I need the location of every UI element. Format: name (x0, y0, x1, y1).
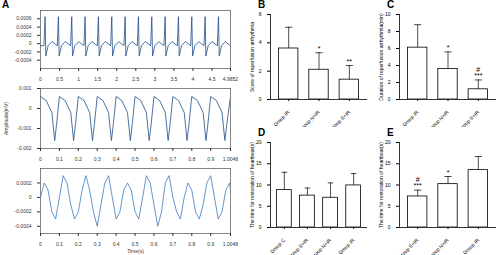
svg-text:1.0048: 1.0048 (223, 241, 239, 247)
svg-text:0.0002: 0.0002 (16, 180, 32, 186)
svg-text:0.8: 0.8 (188, 241, 195, 247)
svg-text:Duration of reperfusion arrhyt: Duration of reperfusion arrhythmia(min) (378, 13, 384, 101)
svg-text:0.4: 0.4 (113, 241, 120, 247)
svg-text:Time(s): Time(s) (127, 248, 144, 254)
svg-text:-0.0004: -0.0004 (15, 223, 32, 229)
svg-text:0.2: 0.2 (75, 241, 82, 247)
svg-text:#***: #*** (474, 66, 482, 79)
svg-text:0: 0 (259, 96, 262, 102)
svg-text:-0.0002: -0.0002 (15, 49, 32, 55)
svg-text:Group S+IR: Group S+IR (286, 237, 309, 255)
svg-text:Group IR: Group IR (401, 109, 420, 127)
svg-text:15: 15 (256, 160, 262, 166)
svg-text:Group N+IR: Group N+IR (298, 109, 321, 127)
svg-text:0.0004: 0.0004 (16, 24, 32, 30)
svg-text:5: 5 (259, 203, 262, 209)
svg-text:15: 15 (385, 160, 391, 166)
svg-text:Group N+IR: Group N+IR (427, 237, 450, 255)
svg-text:*: * (318, 45, 321, 52)
svg-text:0: 0 (259, 224, 262, 230)
svg-text:4: 4 (259, 39, 262, 45)
svg-text:Group S+IR: Group S+IR (328, 109, 351, 127)
html-text:A: A (2, 0, 10, 10)
svg-text:Group IR: Group IR (337, 237, 356, 255)
svg-text:8: 8 (388, 28, 391, 34)
svg-text:10: 10 (385, 182, 391, 188)
svg-text:10: 10 (256, 182, 262, 188)
svg-text:0: 0 (29, 40, 32, 46)
svg-text:-0.002: -0.002 (17, 145, 31, 151)
html-text:E: E (387, 127, 394, 138)
svg-text:Group S+IR: Group S+IR (457, 109, 480, 127)
svg-text:0.7: 0.7 (169, 241, 176, 247)
svg-text:20: 20 (256, 139, 262, 145)
svg-text:5: 5 (388, 203, 391, 209)
svg-text:Group IR: Group IR (272, 109, 291, 127)
svg-text:0: 0 (29, 105, 32, 111)
svg-text:*: * (447, 44, 450, 51)
svg-text:-0.0002: -0.0002 (15, 208, 32, 214)
svg-text:Group IR: Group IR (462, 237, 481, 255)
svg-text:0: 0 (39, 241, 42, 247)
html-text:B: B (258, 0, 266, 10)
svg-text:6: 6 (388, 45, 391, 51)
html-text:D: D (258, 127, 266, 138)
svg-text:0: 0 (29, 194, 32, 200)
svg-text:0: 0 (388, 224, 391, 230)
svg-text:*: * (447, 169, 450, 176)
svg-text:10: 10 (385, 11, 391, 17)
svg-text:Group C: Group C (269, 237, 287, 255)
svg-text:20: 20 (385, 139, 391, 145)
svg-text:0.001: 0.001 (19, 85, 32, 91)
svg-text:0.1: 0.1 (56, 241, 63, 247)
svg-text:2: 2 (259, 68, 262, 74)
svg-text:6: 6 (259, 11, 262, 17)
svg-text:Group N+IR: Group N+IR (427, 109, 450, 127)
svg-text:Group N+IR: Group N+IR (309, 237, 332, 255)
svg-text:0.6: 0.6 (150, 241, 157, 247)
html-text:C: C (387, 0, 395, 10)
svg-text:Score of reperfusion arrhythmi: Score of reperfusion arrhythmia (249, 22, 255, 92)
svg-text:0.5: 0.5 (132, 241, 139, 247)
svg-text:**: ** (347, 58, 353, 65)
svg-text:#***: #*** (414, 176, 422, 189)
svg-text:0.0002: 0.0002 (16, 32, 32, 38)
svg-text:The time for restoration of he: The time for restoration of heartbeat(s) (249, 142, 255, 228)
svg-text:0.3: 0.3 (94, 241, 101, 247)
svg-text:4: 4 (388, 62, 391, 68)
svg-text:The time for restoration of he: The time for restoration of heartbeat(s) (378, 142, 384, 228)
svg-text:2: 2 (388, 79, 391, 85)
svg-text:Amplitude(mV): Amplitude(mV) (3, 102, 9, 135)
svg-text:-0.0004: -0.0004 (15, 57, 32, 63)
svg-text:0.9: 0.9 (207, 241, 214, 247)
svg-text:0: 0 (388, 96, 391, 102)
svg-text:-0.001: -0.001 (17, 125, 31, 131)
svg-text:Group S+IR: Group S+IR (397, 237, 420, 255)
svg-text:0.0006: 0.0006 (16, 15, 32, 21)
